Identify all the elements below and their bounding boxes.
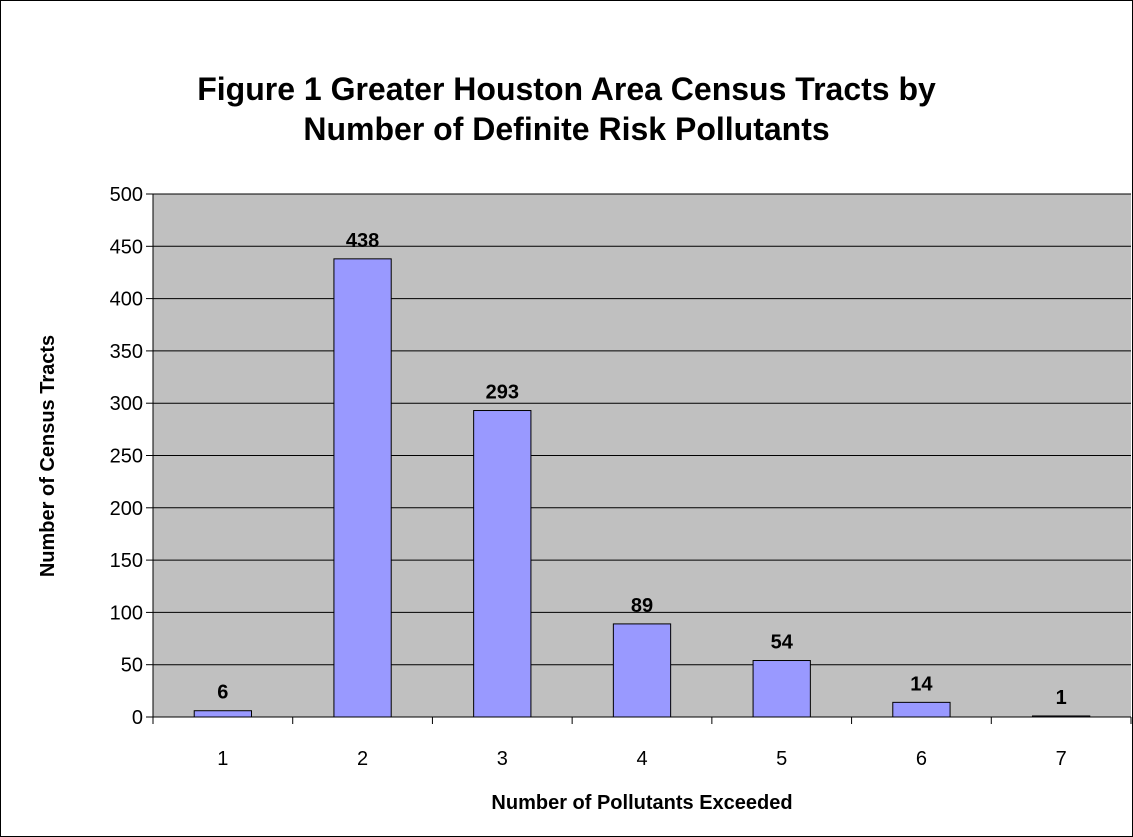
bar <box>193 710 252 718</box>
bar <box>333 258 392 718</box>
bar <box>473 410 532 718</box>
gridlines <box>153 193 1131 666</box>
data-label: 293 <box>486 382 519 404</box>
data-label: 6 <box>217 682 228 704</box>
data-label: 438 <box>346 230 379 252</box>
y-tick-label: 150 <box>110 550 143 572</box>
x-tick-label: 4 <box>636 748 647 770</box>
y-axis-title: Number of Census Tracts <box>37 335 59 577</box>
data-label: 89 <box>631 595 653 617</box>
data-label: 54 <box>771 632 794 654</box>
chart-title-line-2: Number of Definite Risk Pollutants <box>303 111 830 147</box>
labels: 0 50 100 150 200 250 300 350 400 450 500 6 1 438 2 293 3… <box>110 184 1067 770</box>
y-tick-label: 0 <box>132 707 143 729</box>
chart-title-line-1: Figure 1 Greater Houston Area Census Tra… <box>197 71 936 107</box>
bar <box>892 701 951 718</box>
data-label: 1 <box>1056 687 1067 709</box>
x-tick-label: 7 <box>1056 748 1067 770</box>
y-tick-label: 450 <box>110 236 143 258</box>
y-tick-label: 300 <box>110 393 143 415</box>
x-axis-title: Number of Pollutants Exceeded <box>491 792 792 814</box>
y-tick-label: 350 <box>110 341 143 363</box>
x-tick-label: 3 <box>497 748 508 770</box>
data-label: 14 <box>910 673 933 695</box>
y-tick-label: 500 <box>110 184 143 206</box>
y-tick-label: 200 <box>110 498 143 520</box>
y-tick-label: 250 <box>110 446 143 468</box>
x-tick-label: 5 <box>776 748 787 770</box>
chart-title: Figure 1 Greater Houston Area Census Tra… <box>1 69 1132 149</box>
y-tick-label: 100 <box>110 602 143 624</box>
bar <box>612 623 672 718</box>
y-tick-label: 50 <box>121 655 143 677</box>
x-tick-label: 2 <box>357 748 368 770</box>
x-tick-label: 6 <box>916 748 927 770</box>
y-tick-label: 400 <box>110 289 143 311</box>
x-tick-label: 1 <box>217 748 228 770</box>
bars <box>193 258 1091 718</box>
bar <box>752 660 811 718</box>
axes <box>146 193 1132 724</box>
